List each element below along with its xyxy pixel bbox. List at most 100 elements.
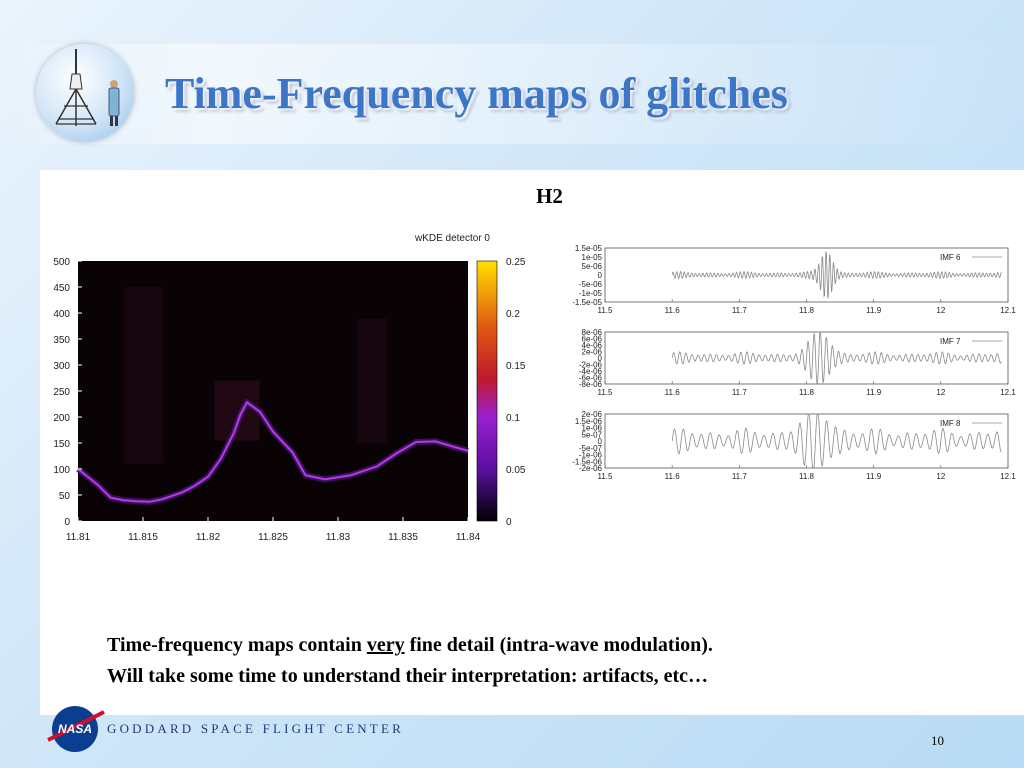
imf-xtick-label: 12 xyxy=(936,306,945,315)
imf-xtick-label: 11.9 xyxy=(866,388,882,397)
imf-ytick-label: -1e-06 xyxy=(579,451,603,460)
imf-ytick-label: 8e-06 xyxy=(582,328,603,337)
imf-ytick-label: -6e-06 xyxy=(579,374,603,383)
colorbar-tick-label: 0.2 xyxy=(506,309,520,320)
logo-badge xyxy=(36,44,134,142)
bottom-line-2: Will take some time to understand their … xyxy=(107,665,709,687)
heatmap-ytick-label: 200 xyxy=(53,413,70,424)
imf-ytick-label: 0 xyxy=(598,354,603,363)
imf-ytick-label: -5e-06 xyxy=(579,280,603,289)
slide-title: Time-Frequency maps of glitches xyxy=(165,69,788,118)
page-number: 10 xyxy=(931,733,944,748)
imf-ytick-label: -2e-06 xyxy=(579,361,603,370)
imf-ytick-label: 1.5e-05 xyxy=(575,244,603,253)
imf-ytick-label: -1.5e-05 xyxy=(572,298,602,307)
imf-xtick-label: 12.1 xyxy=(1000,306,1016,315)
heatmap-xtick-label: 11.815 xyxy=(128,532,158,543)
imf-xtick-label: 11.6 xyxy=(665,388,681,397)
heatmap-ytick-label: 500 xyxy=(53,257,70,268)
imf-xtick-label: 11.6 xyxy=(665,306,681,315)
imf-ytick-label: -1.5e-06 xyxy=(572,457,602,466)
imf-ytick-label: 0 xyxy=(598,271,603,280)
heatmap-ytick-label: 250 xyxy=(53,387,70,398)
imf-ytick-label: 1e-06 xyxy=(582,424,603,433)
imf-xtick-label: 11.5 xyxy=(598,388,614,397)
colorbar-tick-label: 0 xyxy=(506,517,512,528)
imf-signal-line xyxy=(671,413,1002,469)
nasa-logo-swoosh xyxy=(47,710,105,742)
heatmap-ytick-label: 100 xyxy=(53,465,70,476)
imf-ytick-label: 0 xyxy=(598,437,603,446)
footer-org: GODDARD SPACE FLIGHT CENTER xyxy=(107,721,404,736)
heatmap-ytick-label: 50 xyxy=(59,491,71,502)
rocket-tower-icon xyxy=(55,49,120,126)
imf-signal-line xyxy=(671,331,1002,385)
imf-xtick-label: 11.7 xyxy=(732,472,748,481)
imf-ytick-label: 1.5e-06 xyxy=(575,417,603,426)
heatmap-xtick-label: 11.81 xyxy=(66,532,91,543)
imf-xtick-label: 11.6 xyxy=(665,472,681,481)
imf-xtick-label: 11.5 xyxy=(598,472,614,481)
imf-xtick-label: 12.1 xyxy=(1000,388,1016,397)
imf-panel: 8e-066e-064e-062e-060-2e-06-4e-06-6e-06-… xyxy=(579,328,1016,397)
imf-ytick-label: -1e-05 xyxy=(579,289,603,298)
imf-xtick-label: 11.8 xyxy=(799,388,815,397)
imf-ytick-label: 2e-06 xyxy=(582,410,603,419)
heatmap-ytick-label: 450 xyxy=(53,283,70,294)
colorbar-tick-label: 0.25 xyxy=(506,257,526,268)
colorbar xyxy=(476,260,498,522)
bottom-line-1-emphasis: very xyxy=(366,634,405,656)
imf-xtick-label: 11.8 xyxy=(799,472,815,481)
imf-ytick-label: 2e-06 xyxy=(582,348,603,357)
title-band xyxy=(0,44,1024,144)
heatmap-title: wKDE detector 0 xyxy=(414,233,490,244)
bottom-text: Time-frequency maps contain very fine de… xyxy=(107,630,713,692)
heatmap-chart: wKDE detector 0 11.81 11.815 11.82 11.825 11.… xyxy=(40,218,542,560)
imf-xtick-label: 11.7 xyxy=(732,388,748,397)
colorbar-tick-label: 0.1 xyxy=(506,413,520,424)
heatmap-ytick-label: 300 xyxy=(53,361,70,372)
imf-panel: 2e-061.5e-061e-065e-070-5e-07-1e-06-1.5e… xyxy=(572,410,1016,481)
nasa-logo-disc xyxy=(52,706,98,752)
imf-charts: 1.5e-051e-055e-060-5e-06-1e-05-1.5e-0511… xyxy=(561,238,1024,496)
imf-xtick-label: 11.7 xyxy=(732,306,748,315)
imf-xtick-label: 11.8 xyxy=(799,306,815,315)
imf-legend-label: IMF 6 xyxy=(940,253,961,262)
imf-ytick-label: 1e-05 xyxy=(582,253,603,262)
imf-xtick-label: 12 xyxy=(936,472,945,481)
imf-signal-line xyxy=(671,251,1002,299)
heatmap-ytick-label: 150 xyxy=(53,439,70,450)
imf-ytick-label: 5e-06 xyxy=(582,262,603,271)
imf-xtick-label: 12.1 xyxy=(1000,472,1016,481)
heatmap-ridge xyxy=(77,400,469,503)
colorbar-tick-label: 0.15 xyxy=(506,361,526,372)
imf-ytick-label: -2e-06 xyxy=(579,464,603,473)
heatmap-xtick-label: 11.825 xyxy=(258,532,288,543)
imf-ytick-label: 6e-06 xyxy=(582,335,603,344)
heatmap-ytick-label: 350 xyxy=(53,335,70,346)
imf-xtick-label: 11.5 xyxy=(598,306,614,315)
bottom-line-1-pre: Time-frequency maps contain xyxy=(107,634,367,656)
heatmap-blob xyxy=(123,287,164,464)
heatmap-blob xyxy=(357,318,388,443)
heatmap-xtick-label: 11.835 xyxy=(388,532,418,543)
imf-ytick-label: -8e-06 xyxy=(579,380,603,389)
imf-xtick-label: 12 xyxy=(936,388,945,397)
heatmap-ytick-label: 0 xyxy=(64,517,70,528)
nasa-logo: NASA xyxy=(47,706,105,752)
imf-xtick-label: 11.9 xyxy=(866,306,882,315)
imf-ytick-label: 4e-06 xyxy=(582,341,603,350)
imf-ytick-label: -5e-07 xyxy=(579,444,603,453)
heatmap-xtick-label: 11.83 xyxy=(326,532,351,543)
imf-panel: 1.5e-051e-055e-060-5e-06-1e-05-1.5e-0511… xyxy=(572,244,1016,315)
imf-legend-label: IMF 7 xyxy=(940,337,961,346)
detector-label: H2 xyxy=(536,184,563,208)
imf-ytick-label: -4e-06 xyxy=(579,367,603,376)
imf-xtick-label: 11.9 xyxy=(866,472,882,481)
heatmap-xtick-label: 11.82 xyxy=(196,532,221,543)
heatmap-ytick-label: 400 xyxy=(53,309,70,320)
nasa-logo-text: NASA xyxy=(58,722,92,736)
bottom-line-1: Time-frequency maps contain very fine de… xyxy=(107,630,713,661)
imf-ytick-label: 5e-07 xyxy=(582,430,603,439)
heatmap-xtick-label: 11.84 xyxy=(456,532,481,543)
